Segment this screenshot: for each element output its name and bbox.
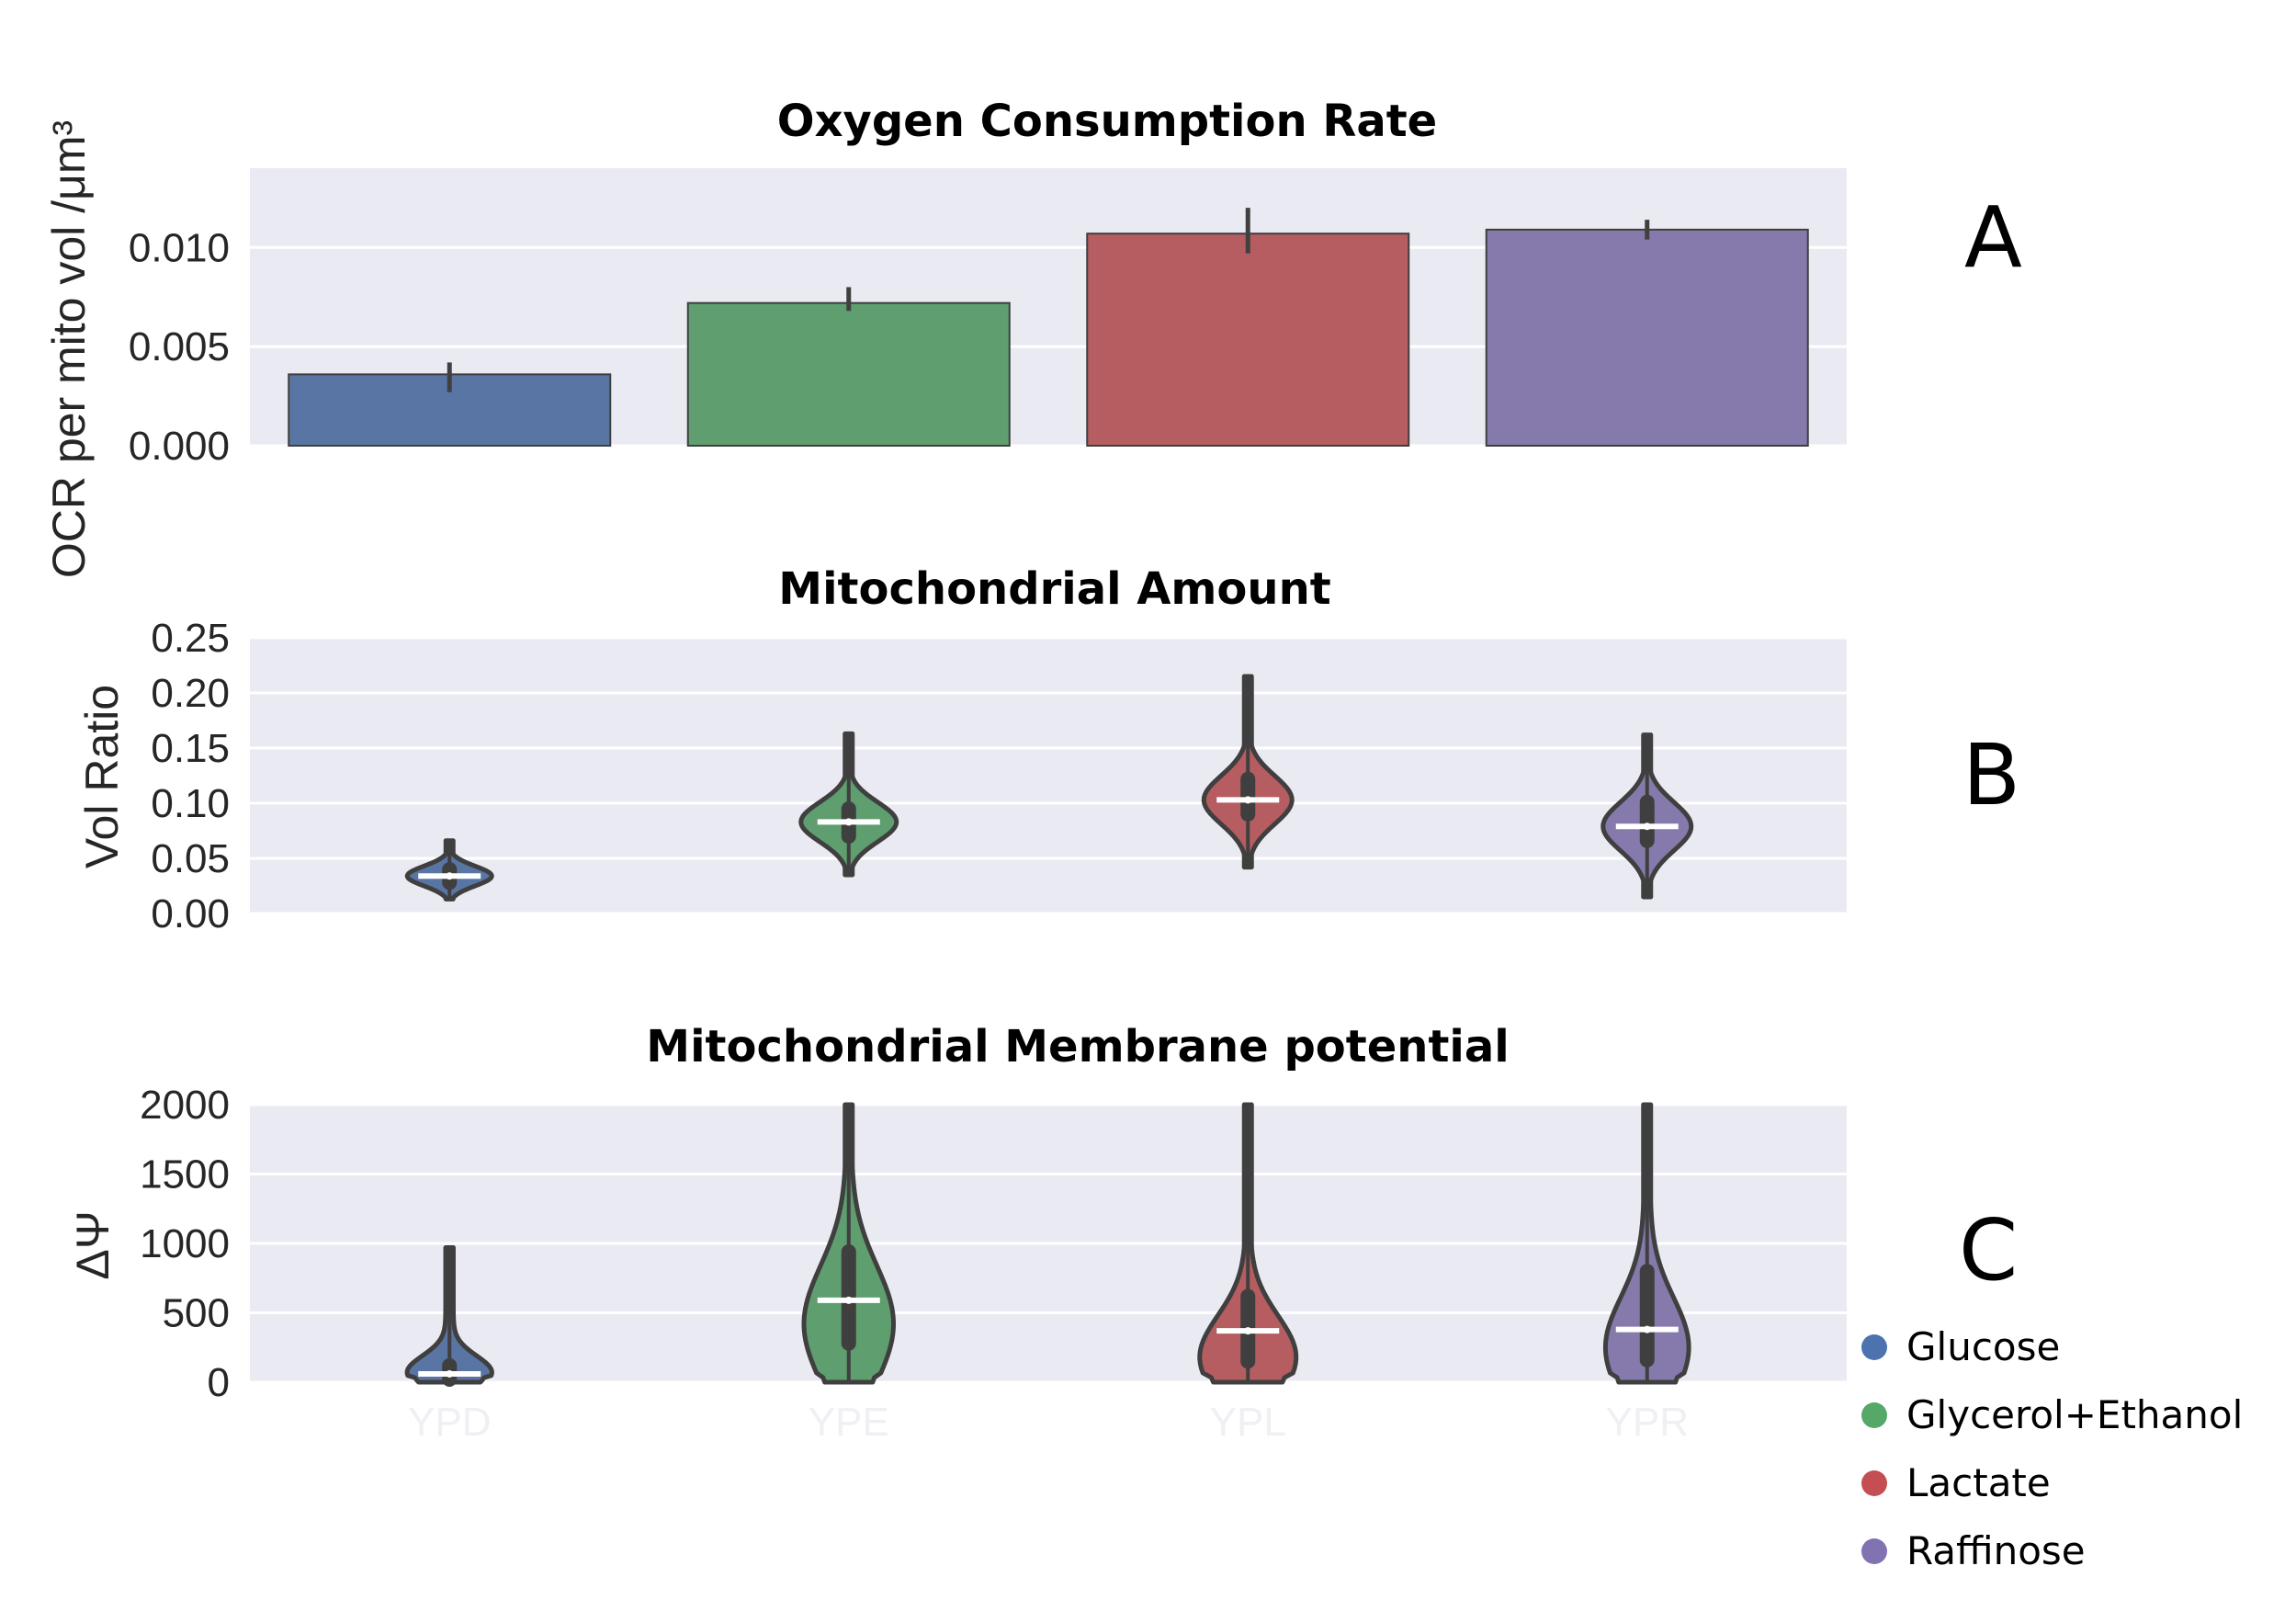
x-tick-label: YPE [809, 1400, 889, 1445]
y-tick-label: 0.25 [151, 616, 230, 661]
panel-c-title: Mitochondrial Membrane potential [646, 1021, 1509, 1072]
y-tick-label: 0 [208, 1360, 230, 1405]
panel-b-plot-area [250, 638, 1847, 913]
median-point [844, 818, 853, 826]
y-tick-label: 500 [163, 1291, 230, 1336]
median-point [446, 1369, 454, 1378]
y-tick-label: 0.010 [129, 225, 230, 270]
y-tick-label: 0.20 [151, 671, 230, 716]
panel-b-letter: B [1962, 726, 2020, 824]
y-tick-label: 0.00 [151, 891, 230, 936]
panel-a-title: Oxygen Consumption Rate [777, 96, 1437, 147]
median-point [1244, 1327, 1252, 1335]
y-tick-label: 2000 [140, 1083, 230, 1128]
bar [1485, 228, 1809, 447]
panel-c-membrane-potential-chart: 0 500 1000 1500 2000 Mitochondrial Membrane … [67, 1021, 2018, 1445]
legend-entry-label: Glycerol+Ethanol [1906, 1392, 2243, 1437]
legend-entry-label: Raffinose [1906, 1528, 2086, 1573]
median-point [1244, 796, 1252, 804]
panel-b-title: Mitochondrial Amount [778, 563, 1330, 615]
panel-a-y-axis-label: OCR per mito vol /μm³ [43, 120, 95, 578]
legend-entry-label: Lactate [1906, 1460, 2051, 1505]
panel-c-letter: C [1959, 1201, 2018, 1299]
legend-entry-label: Glucose [1906, 1324, 2060, 1369]
y-tick-label: 0.05 [151, 836, 230, 881]
x-tick-label: YPD [408, 1400, 491, 1445]
y-tick-label: 0.005 [129, 324, 230, 369]
panel-c-y-axis-label: ΔΨ [67, 1210, 119, 1279]
bar [686, 301, 1011, 447]
median-point [1643, 1325, 1651, 1333]
legend: Glucose Glycerol+Ethanol Lactate Raffinose [1861, 1324, 2243, 1573]
y-tick-label: 1500 [140, 1152, 230, 1197]
median-point [446, 872, 454, 880]
x-tick-label: YPR [1606, 1400, 1689, 1445]
legend-marker [1861, 1538, 1887, 1564]
median-point [1643, 823, 1651, 831]
median-point [844, 1296, 853, 1304]
y-tick-label: 0.10 [151, 781, 230, 826]
y-tick-label: 0.15 [151, 726, 230, 771]
legend-marker [1861, 1334, 1887, 1360]
legend-marker [1861, 1402, 1887, 1428]
bar [1086, 233, 1410, 447]
legend-marker [1861, 1470, 1887, 1496]
panel-b-y-axis-label: Vol Ratio [76, 685, 128, 868]
x-tick-label: YPL [1210, 1400, 1286, 1445]
panel-b-mito-amount-chart: 0.00 0.05 0.10 0.15 0.20 0.25 Mitochondrial A… [76, 563, 2020, 936]
panel-a-letter: A [1964, 188, 2022, 287]
y-tick-label: 0.000 [129, 424, 230, 469]
y-tick-label: 1000 [140, 1221, 230, 1266]
